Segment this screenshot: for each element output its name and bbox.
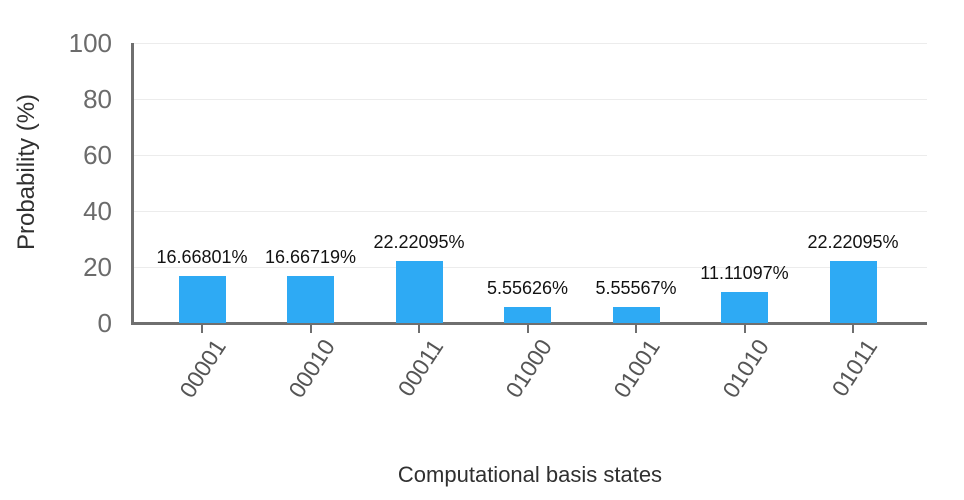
- bar-value-label: 22.22095%: [373, 231, 465, 252]
- bar: [721, 291, 768, 323]
- x-tick-label: 01011: [826, 334, 882, 401]
- bar: [504, 307, 551, 323]
- y-tick-label: 20: [83, 252, 112, 282]
- gridline: [133, 210, 927, 212]
- x-tick: [201, 324, 203, 333]
- y-tick-label: 0: [97, 308, 112, 338]
- x-tick: [743, 324, 746, 333]
- bar: [829, 260, 877, 323]
- bar-value-label: 5.55567%: [595, 278, 677, 299]
- x-tick: [635, 324, 637, 333]
- x-tick-label: 00010: [282, 334, 340, 403]
- gridline: [133, 266, 927, 268]
- y-tick-label: 40: [83, 196, 112, 226]
- plot-area: 16.66801% 00001 16.66719% 00010 22.22095% 000…: [131, 42, 927, 402]
- x-tick: [418, 324, 420, 333]
- gridline: [133, 154, 927, 156]
- x-tick-label: 01000: [499, 334, 557, 403]
- y-tick-label: 80: [83, 84, 112, 114]
- bar-value-label: 11.11097%: [700, 262, 789, 283]
- bar-value-label: 16.66801%: [156, 247, 248, 268]
- x-tick-label: 00001: [174, 334, 231, 403]
- x-tick-label: 00011: [392, 334, 448, 401]
- bar: [287, 276, 334, 323]
- bar: [178, 276, 226, 323]
- y-axis-line: [131, 43, 134, 324]
- x-axis-title: Computational basis states: [397, 462, 663, 487]
- x-tick: [852, 324, 854, 333]
- bar-value-label: 16.66719%: [264, 247, 357, 268]
- x-tick: [526, 324, 529, 333]
- bar-value-label: 5.55626%: [486, 278, 569, 299]
- x-tick: [309, 324, 312, 333]
- bar-value-label: 22.22095%: [807, 231, 899, 252]
- y-tick-label: 60: [83, 140, 112, 170]
- y-tick-label: 100: [68, 28, 112, 58]
- gridline: [133, 42, 927, 44]
- bar: [395, 260, 443, 323]
- x-axis-line: [131, 322, 927, 325]
- bar: [612, 307, 660, 323]
- x-tick-label: 01010: [716, 334, 774, 403]
- y-axis-tick-labels: 0 20 40 60 80 100: [0, 28, 112, 338]
- gridline: [133, 98, 927, 100]
- x-tick-label: 01001: [608, 334, 665, 403]
